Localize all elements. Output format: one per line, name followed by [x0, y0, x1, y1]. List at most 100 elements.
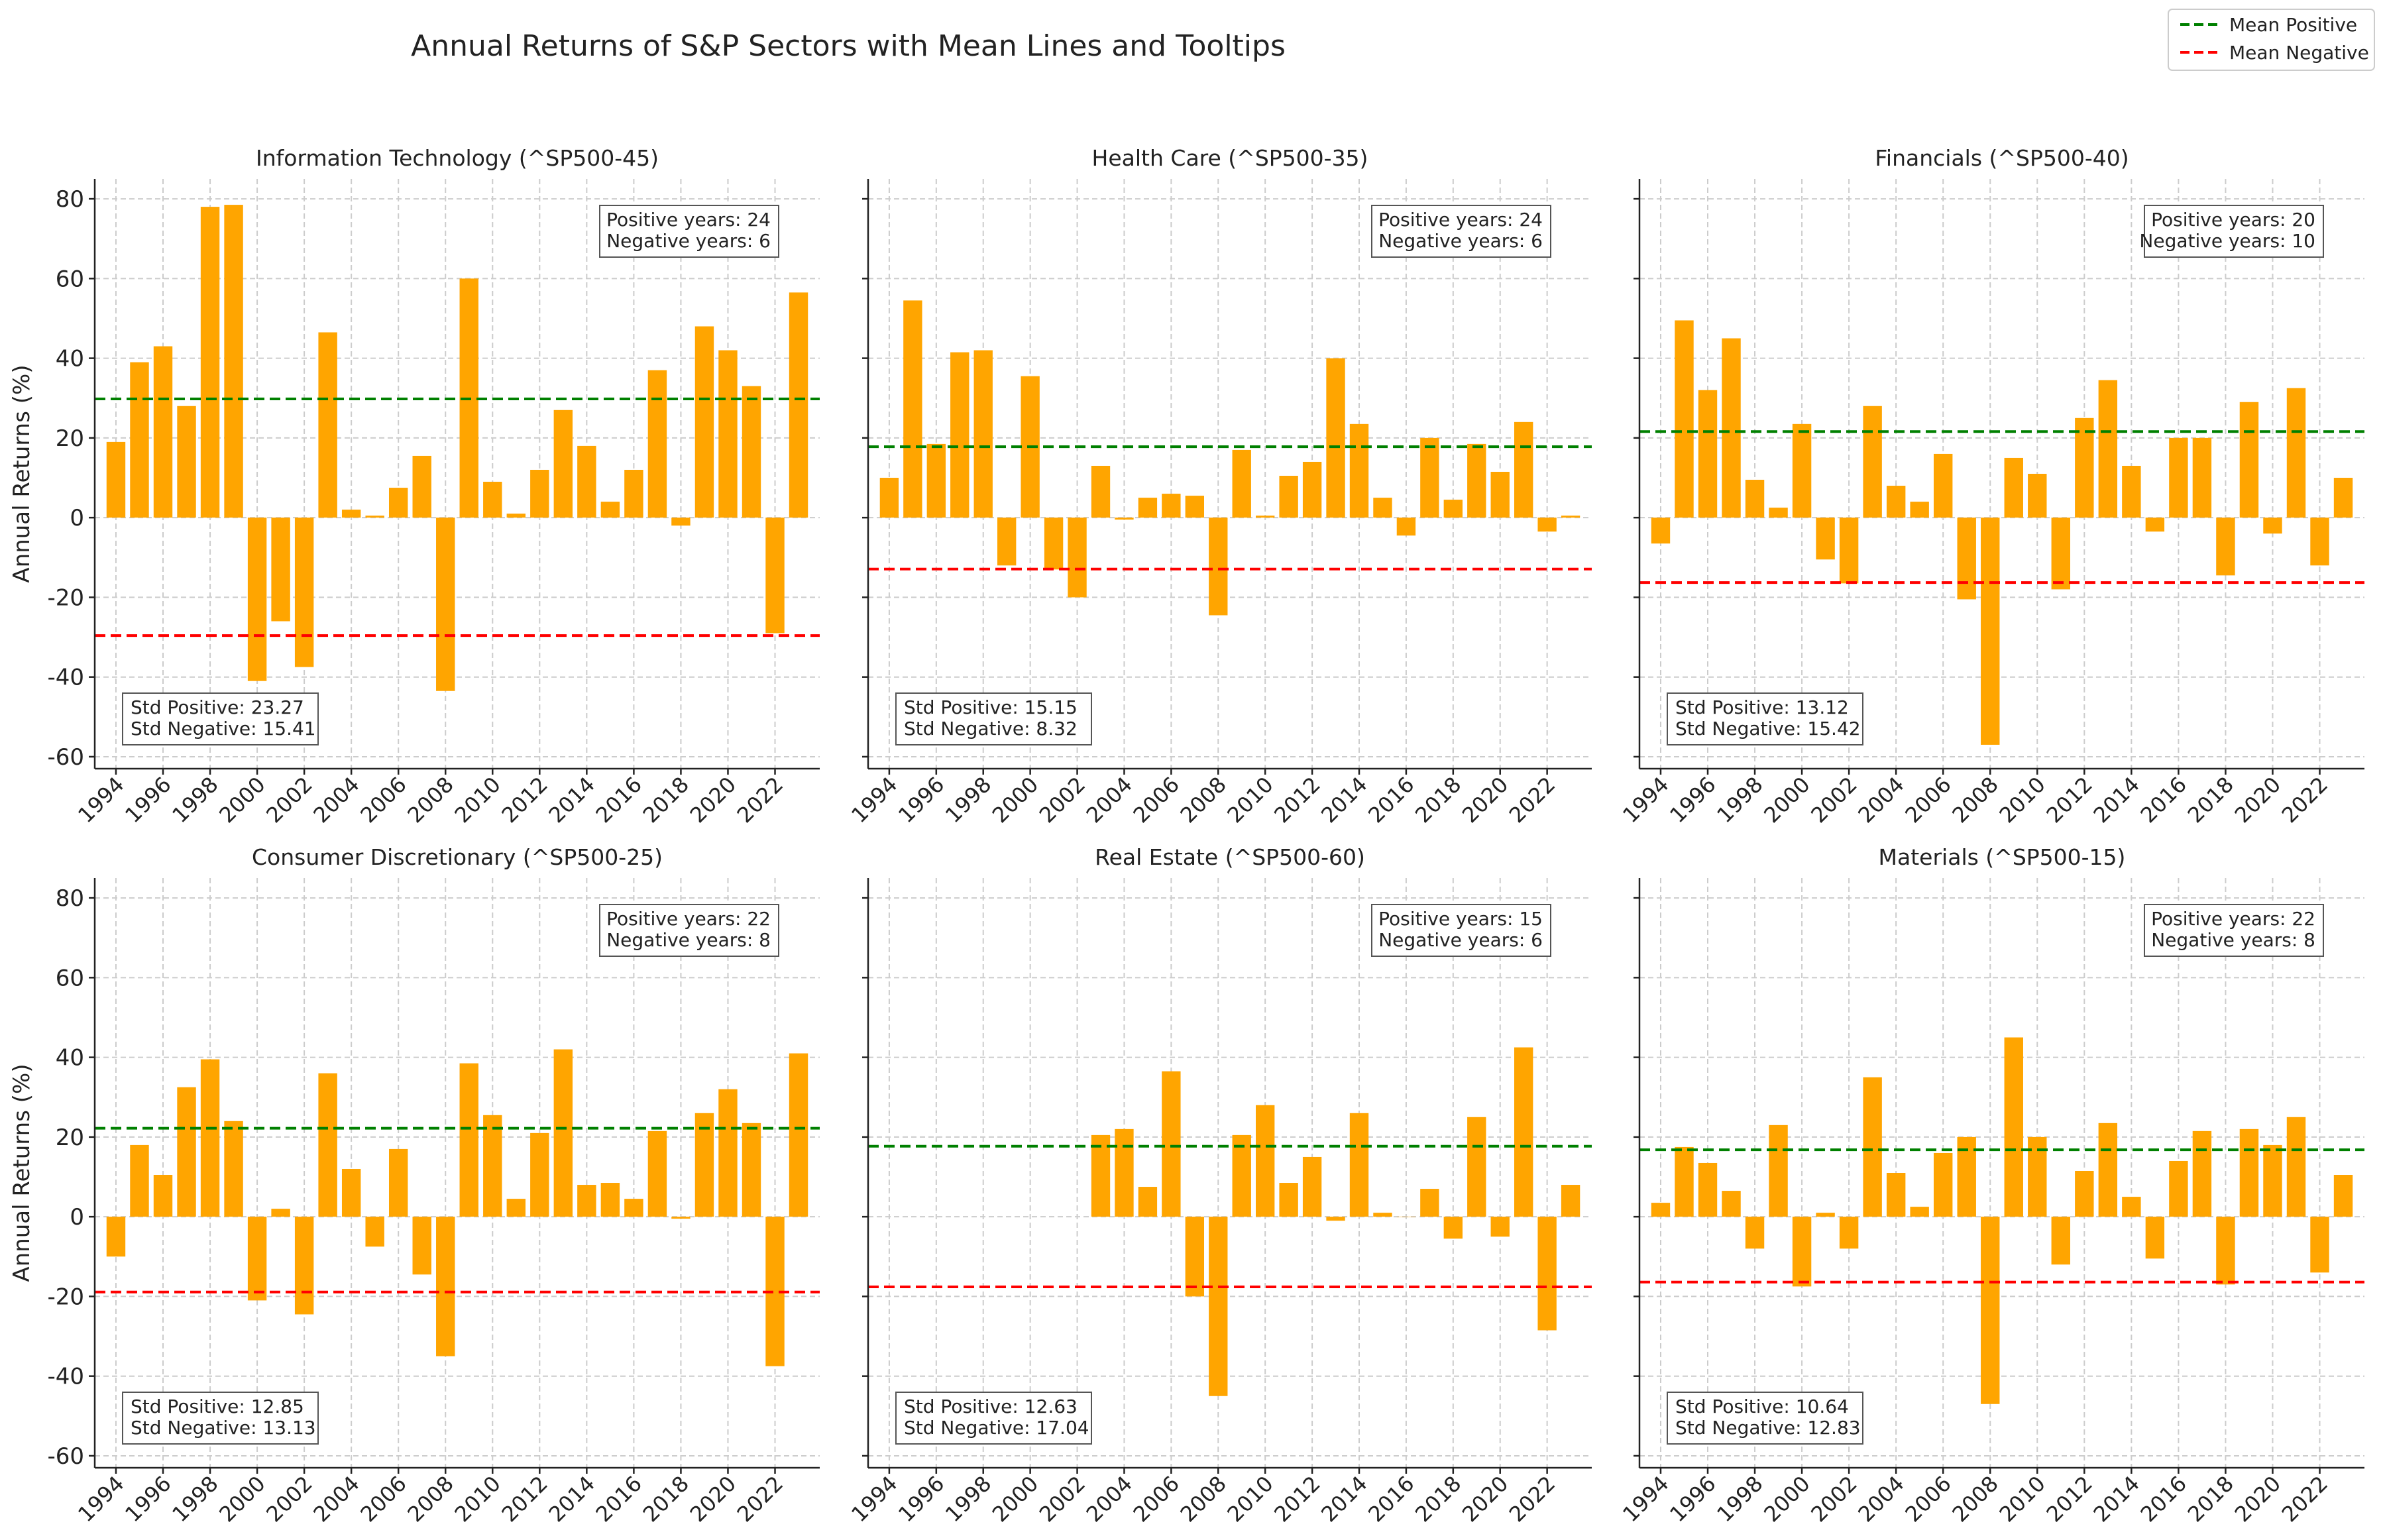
bar-2009	[1232, 449, 1251, 518]
std-frame	[122, 692, 319, 745]
bar-2021	[2286, 1117, 2306, 1217]
year-count-frame	[599, 904, 779, 957]
bar-2014	[2122, 1197, 2141, 1217]
bar-2020	[718, 350, 738, 518]
positive-years-label: Positive years: 22	[2151, 908, 2315, 930]
bar-2013	[553, 1049, 573, 1217]
bar-2015	[1373, 1213, 1392, 1217]
bar-2005	[1138, 1187, 1158, 1217]
bars	[1651, 1037, 2353, 1404]
negative-years-label: Negative years: 6	[606, 230, 771, 252]
positive-years-label: Positive years: 15	[1378, 908, 1543, 930]
bar-2021	[1514, 1047, 1533, 1217]
year-count-frame	[2144, 205, 2324, 258]
bar-2016	[624, 469, 643, 518]
bar-2008	[1209, 518, 1228, 616]
bar-2004	[1886, 486, 1906, 518]
bar-2005	[1910, 1207, 1929, 1217]
bar-2016	[1396, 518, 1416, 536]
bar-2010	[483, 1115, 502, 1217]
bar-2001	[1816, 518, 1835, 560]
bar-2008	[1209, 1217, 1228, 1396]
bar-2014	[577, 1185, 596, 1217]
bar-2002	[1839, 1217, 1859, 1249]
bar-2006	[388, 1148, 408, 1217]
legend-label-mean-positive: Mean Positive	[2229, 14, 2357, 36]
bar-1997	[177, 1087, 196, 1217]
bar-2000	[247, 518, 267, 681]
bar-2023	[1561, 516, 1580, 518]
legend-frame	[2168, 9, 2375, 71]
bar-2021	[2286, 388, 2306, 518]
bar-2015	[2145, 1217, 2165, 1259]
bar-1997	[177, 406, 196, 518]
bar-1996	[926, 443, 946, 518]
positive-years-label: Positive years: 20	[2151, 209, 2315, 231]
bar-2011	[2051, 1217, 2071, 1265]
bar-2008	[1981, 1217, 2000, 1404]
bar-2007	[1185, 1217, 1204, 1297]
bar-2023	[789, 1053, 808, 1217]
bar-1994	[106, 1217, 126, 1257]
y-tick-label: 40	[56, 1045, 84, 1072]
bar-2009	[1232, 1134, 1251, 1217]
bar-1996	[153, 346, 173, 518]
panel-2: 1994199619982000200220042006200820102012…	[846, 145, 1592, 828]
bar-2006	[1933, 453, 1953, 518]
bar-2000	[247, 1217, 267, 1301]
bar-2018	[671, 1217, 691, 1219]
y-tick-label: -40	[47, 665, 84, 691]
bar-2020	[718, 1089, 738, 1217]
bars	[106, 1049, 808, 1366]
y-axis-label-bottom: Annual Returns (%)	[9, 1064, 35, 1282]
bar-1998	[200, 1059, 220, 1217]
bar-2002	[1068, 518, 1087, 598]
bar-2021	[742, 386, 761, 518]
bar-2017	[2192, 1130, 2212, 1217]
bar-2020	[2263, 518, 2282, 534]
bar-2009	[2004, 1037, 2023, 1217]
negative-years-label: Negative years: 6	[1378, 230, 1543, 252]
std-positive-label: Std Positive: 12.85	[131, 1396, 304, 1417]
bar-1995	[1675, 320, 1694, 518]
bar-2007	[1957, 518, 1976, 600]
y-tick-label: -20	[47, 584, 84, 611]
bar-1998	[1745, 480, 1765, 518]
bar-2004	[1886, 1173, 1906, 1217]
bar-2002	[294, 1217, 314, 1315]
bar-2002	[1839, 518, 1859, 584]
y-axis-label-top: Annual Returns (%)	[9, 364, 35, 582]
bar-2019	[2239, 402, 2259, 518]
bar-2004	[1115, 518, 1134, 520]
bar-2000	[1792, 1217, 1812, 1287]
bar-2010	[483, 482, 502, 518]
std-frame	[1667, 1392, 1863, 1445]
subplot-title: Information Technology (^SP500-45)	[256, 145, 659, 171]
bar-2010	[1256, 1105, 1275, 1217]
y-tick-label: 60	[56, 965, 84, 991]
std-positive-label: Std Positive: 23.27	[131, 696, 304, 718]
bar-1998	[200, 207, 220, 518]
bar-2018	[671, 518, 691, 526]
std-negative-label: Std Negative: 15.41	[131, 718, 316, 740]
std-frame	[895, 692, 1092, 745]
bar-2001	[271, 518, 290, 622]
bars	[1091, 1047, 1580, 1396]
bar-2007	[412, 455, 431, 518]
bar-1997	[950, 352, 970, 518]
bar-2009	[459, 1063, 478, 1217]
bar-2012	[530, 1132, 549, 1217]
std-negative-label: Std Negative: 8.32	[904, 718, 1078, 740]
bar-2013	[553, 410, 573, 518]
subplot-title: Consumer Discretionary (^SP500-25)	[252, 844, 663, 870]
bar-2020	[1490, 1217, 1510, 1237]
bar-2016	[2169, 1160, 2188, 1217]
bar-1994	[1651, 518, 1671, 544]
bar-2010	[2028, 474, 2047, 518]
